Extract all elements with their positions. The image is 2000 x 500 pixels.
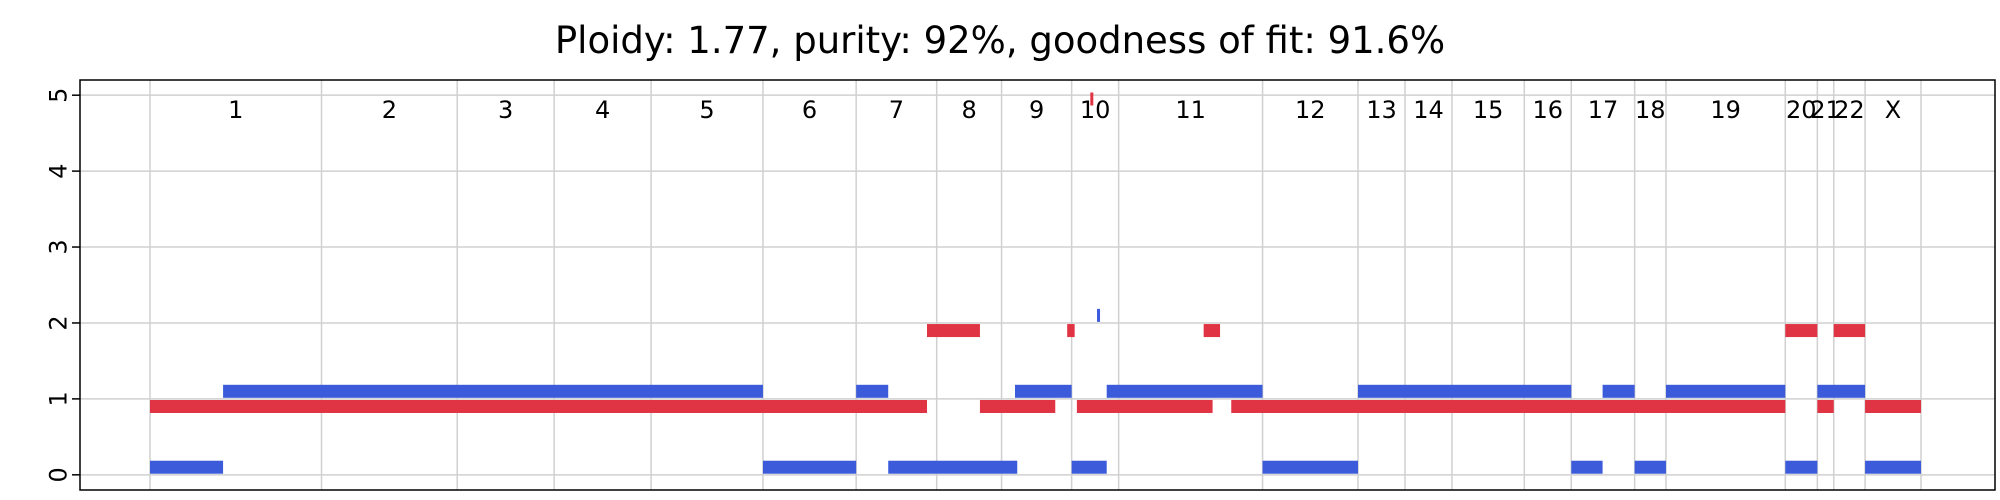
minor-allele-segment bbox=[1014, 460, 1018, 474]
minor-allele-segment bbox=[1097, 308, 1101, 322]
major-allele-segment bbox=[1231, 399, 1786, 413]
copy-number-segments bbox=[150, 92, 1921, 474]
chromosome-label: 13 bbox=[1366, 96, 1397, 124]
minor-allele-segment bbox=[1262, 460, 1359, 474]
minor-allele-segment bbox=[856, 384, 889, 398]
chromosome-label: 7 bbox=[889, 96, 904, 124]
major-allele-segment bbox=[1067, 324, 1075, 338]
minor-allele-segment bbox=[888, 460, 1015, 474]
y-tick-label: 2 bbox=[44, 315, 72, 330]
minor-allele-segment bbox=[1785, 460, 1818, 474]
minor-allele-segment bbox=[1865, 460, 1921, 474]
chromosome-label: 16 bbox=[1533, 96, 1564, 124]
chromosome-label: 17 bbox=[1588, 96, 1619, 124]
major-allele-segment bbox=[1203, 324, 1221, 338]
chromosome-label: 19 bbox=[1710, 96, 1741, 124]
chromosome-label: 5 bbox=[699, 96, 714, 124]
major-allele-segment bbox=[150, 399, 928, 413]
plot-frame bbox=[79, 79, 1996, 491]
major-allele-segment bbox=[1817, 399, 1834, 413]
y-tick-label: 5 bbox=[44, 88, 72, 103]
minor-allele-segment bbox=[1106, 384, 1263, 398]
minor-allele-segment bbox=[1014, 384, 1072, 398]
major-allele-segment bbox=[1865, 399, 1921, 413]
minor-allele-segment bbox=[223, 384, 763, 398]
minor-allele-segment bbox=[1071, 460, 1107, 474]
minor-allele-segment bbox=[1358, 384, 1572, 398]
chromosome-label: 14 bbox=[1413, 96, 1444, 124]
minor-allele-segment bbox=[762, 460, 857, 474]
y-tick-label: 1 bbox=[44, 391, 72, 406]
minor-allele-segment bbox=[1571, 460, 1603, 474]
minor-allele-segment bbox=[1665, 384, 1786, 398]
chromosome-label: 15 bbox=[1473, 96, 1504, 124]
chromosome-label: 1 bbox=[228, 96, 243, 124]
chromosome-label: 10 bbox=[1080, 96, 1111, 124]
grid-lines bbox=[80, 80, 1995, 490]
y-axis-ticks: 0 1 2 3 4 5 bbox=[44, 88, 80, 482]
minor-allele-segment bbox=[1634, 460, 1666, 474]
chromosome-label: 6 bbox=[802, 96, 817, 124]
y-tick-label: 3 bbox=[44, 239, 72, 254]
major-allele-segment bbox=[1785, 324, 1818, 338]
minor-allele-segment bbox=[150, 460, 224, 474]
chromosome-label: 3 bbox=[498, 96, 513, 124]
chromosome-label: 4 bbox=[595, 96, 610, 124]
major-allele-segment bbox=[1090, 92, 1094, 106]
y-tick-label: 4 bbox=[44, 163, 72, 178]
chromosome-label: 22 bbox=[1834, 96, 1865, 124]
y-tick-label: 0 bbox=[44, 467, 72, 482]
minor-allele-segment bbox=[1602, 384, 1635, 398]
chromosome-label: 18 bbox=[1635, 96, 1666, 124]
major-allele-segment bbox=[979, 399, 1056, 413]
major-allele-segment bbox=[1833, 324, 1866, 338]
chromosome-label: 8 bbox=[961, 96, 976, 124]
chromosome-label: X bbox=[1885, 96, 1901, 124]
chromosome-label: 12 bbox=[1295, 96, 1326, 124]
chromosome-label: 21 bbox=[1810, 96, 1841, 124]
major-allele-segment bbox=[927, 324, 980, 338]
chromosome-label: 11 bbox=[1175, 96, 1206, 124]
major-allele-segment bbox=[1076, 399, 1213, 413]
chart-title: Ploidy: 1.77, purity: 92%, goodness of f… bbox=[555, 19, 1445, 62]
minor-allele-segment bbox=[1817, 384, 1866, 398]
chromosome-label: 20 bbox=[1786, 96, 1817, 124]
chromosome-label: 9 bbox=[1029, 96, 1044, 124]
chromosome-label: 2 bbox=[382, 96, 397, 124]
